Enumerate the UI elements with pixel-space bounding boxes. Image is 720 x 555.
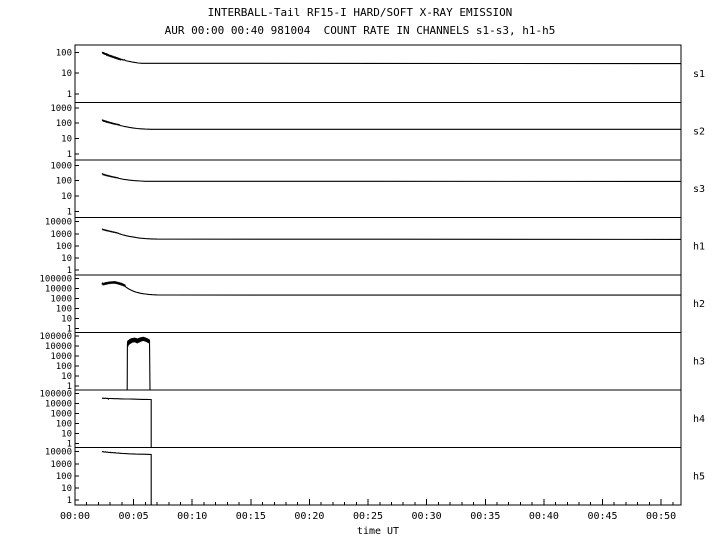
y-tick-label: 10 (61, 315, 72, 325)
x-tick-label: 00:40 (529, 511, 559, 522)
panel-h3-label: h3 (693, 356, 705, 367)
panel-h4-label: h4 (693, 414, 705, 425)
panel-h2-trace (101, 280, 682, 296)
panel-s2-label: s2 (693, 126, 705, 137)
panel-s2-trace (101, 119, 681, 130)
y-tick-label: 100 (56, 420, 72, 430)
x-tick-label: 00:05 (119, 511, 149, 522)
y-tick-label: 10000 (45, 342, 72, 352)
panel-s1-trace (101, 51, 682, 65)
panel-h1-trace (101, 228, 682, 240)
panel-s1: 1 10 100 s1 (56, 44, 705, 103)
y-tick-label: 100 (56, 119, 72, 129)
panel-s1-label: s1 (693, 69, 705, 80)
y-tick-label: 1 (67, 150, 72, 160)
y-tick-label: 1 (67, 325, 72, 335)
panel-s3: 1 10 100 1000 s3 (50, 159, 705, 218)
y-tick-label: 10000 (45, 448, 72, 458)
panel-h1: 1 10 100 1000 10000 h1 (45, 217, 705, 276)
panel-h3-frame (74, 332, 682, 391)
panel-h5-trace (101, 451, 152, 505)
y-tick-label: 100000 (39, 390, 72, 400)
x-axis-label: time UT (357, 526, 399, 537)
panel-s3-frame (74, 159, 682, 218)
y-tick-label: 10 (61, 69, 72, 79)
panel-h5-frame (74, 447, 682, 506)
y-tick-label: 10 (61, 484, 72, 494)
y-tick-label: 10 (61, 430, 72, 440)
x-tick-label: 00:45 (587, 511, 617, 522)
x-tick-label: 00:30 (412, 511, 442, 522)
y-tick-label: 1 (67, 496, 72, 506)
panel-h4-trace (101, 397, 152, 448)
x-tick-label: 00:50 (646, 511, 676, 522)
panel-s2-frame (74, 102, 682, 161)
y-tick-label: 100 (56, 242, 72, 252)
panel-h1-frame (74, 217, 682, 276)
panel-s3-trace (101, 173, 682, 182)
y-tick-label: 100 (56, 48, 72, 58)
y-tick-label: 10 (61, 254, 72, 264)
y-tick-label: 1 (67, 382, 72, 392)
y-tick-label: 100 (56, 472, 72, 482)
panel-h5: 1 10 100 1000 10000 h5 (45, 447, 705, 506)
panel-s3-label: s3 (693, 184, 705, 195)
y-tick-label: 1 (67, 440, 72, 450)
x-tick-label: 00:00 (60, 511, 90, 522)
y-tick-label: 10 (61, 135, 72, 145)
y-tick-label: 1000 (50, 230, 72, 240)
y-tick-label: 1000 (50, 295, 72, 305)
y-tick-label: 10 (61, 372, 72, 382)
chart-title: INTERBALL-Tail RF15-I HARD/SOFT X-RAY EM… (208, 6, 513, 19)
x-tick-label: 00:10 (177, 511, 207, 522)
chart-subtitle: AUR 00:00 00:40 981004 COUNT RATE IN CHA… (165, 24, 556, 37)
panel-h2-label: h2 (693, 299, 705, 310)
y-tick-label: 1000 (50, 104, 72, 114)
y-tick-label: 10000 (45, 218, 72, 228)
y-tick-label: 100 (56, 305, 72, 315)
y-tick-label: 1000 (50, 352, 72, 362)
x-axis: 00:00 00:05 00:10 00:15 00:20 00:25 00:30 00:35… (60, 499, 676, 522)
y-tick-label: 10 (61, 192, 72, 202)
panels-group: 110100s11101001000s21101001000s311010010… (39, 44, 705, 506)
y-tick-label: 1 (67, 90, 72, 100)
y-tick-label: 10000 (45, 285, 72, 295)
panel-h4-frame (74, 389, 682, 448)
x-tick-label: 00:35 (470, 511, 500, 522)
panel-h5-label: h5 (693, 471, 705, 482)
x-tick-label: 00:25 (353, 511, 383, 522)
panel-s2: 1 10 100 1000 s2 (50, 102, 705, 161)
x-tick-label: 00:15 (236, 511, 266, 522)
y-tick-label: 1 (67, 266, 72, 276)
x-tick-label: 00:20 (294, 511, 324, 522)
y-tick-label: 100 (56, 177, 72, 187)
y-tick-label: 100000 (39, 332, 72, 342)
y-tick-label: 100 (56, 362, 72, 372)
y-tick-label: 10000 (45, 400, 72, 410)
y-tick-label: 100000 (39, 275, 72, 285)
y-tick-label: 1 (67, 207, 72, 217)
panel-s1-frame (74, 44, 682, 103)
y-tick-label: 1000 (50, 460, 72, 470)
y-tick-label: 1000 (50, 410, 72, 420)
panel-h2-frame (74, 274, 682, 333)
y-tick-label: 1000 (50, 161, 72, 171)
panel-h3-trace (126, 336, 151, 391)
panel-h1-label: h1 (693, 241, 705, 252)
